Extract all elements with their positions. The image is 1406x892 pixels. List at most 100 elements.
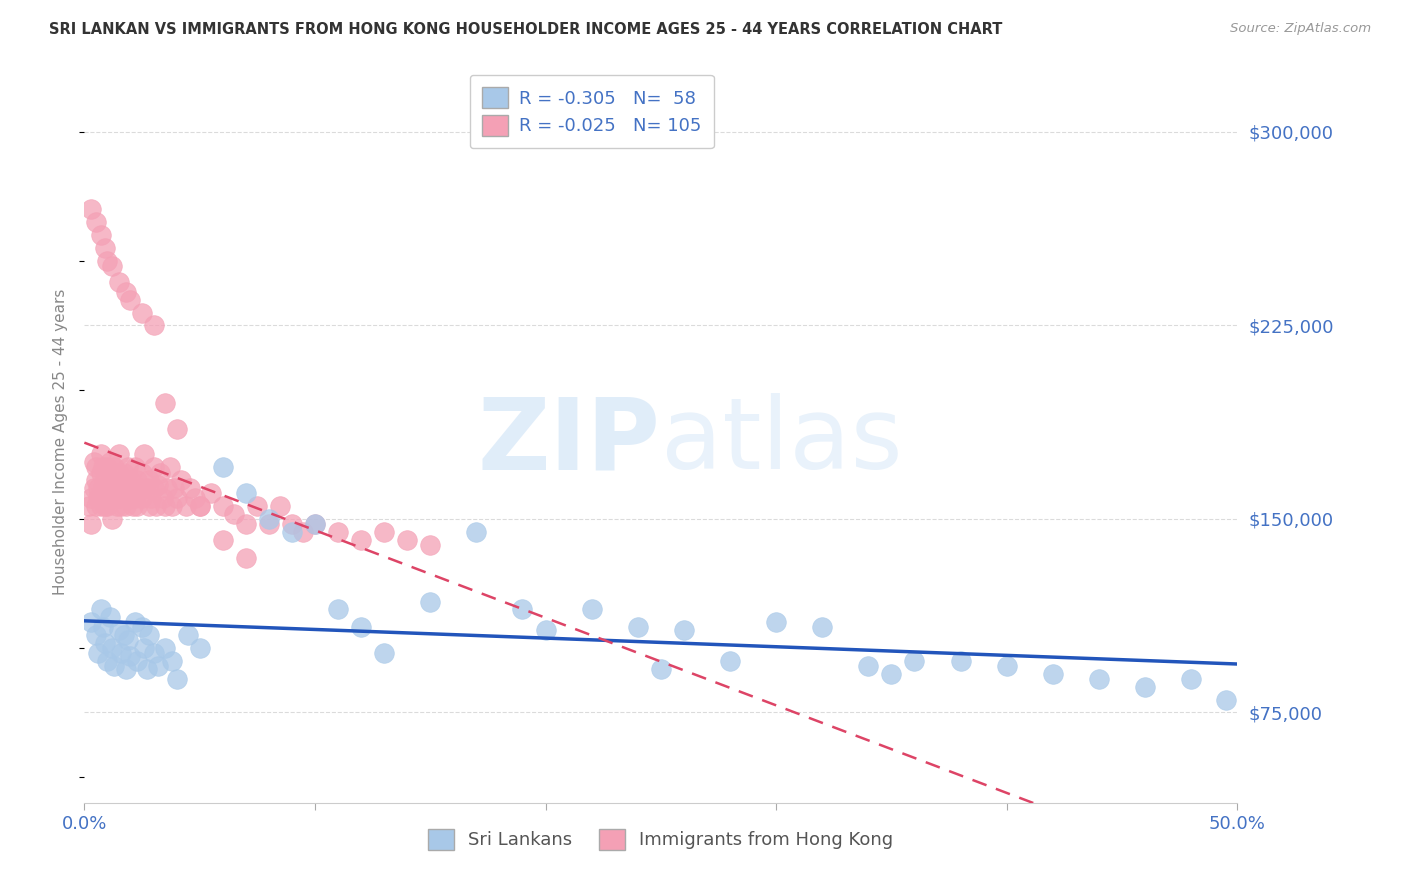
Point	[120, 648, 142, 663]
Point	[105, 478, 128, 492]
Point	[101, 259, 124, 273]
Point	[89, 602, 111, 616]
Point	[110, 646, 132, 660]
Point	[80, 202, 103, 217]
Point	[83, 455, 105, 469]
Point	[77, 499, 100, 513]
Point	[84, 499, 107, 513]
Point	[120, 293, 142, 307]
Point	[166, 491, 188, 506]
Point	[350, 620, 373, 634]
Point	[765, 615, 787, 630]
Point	[94, 499, 117, 513]
Point	[112, 628, 135, 642]
Point	[96, 253, 118, 268]
Point	[89, 499, 111, 513]
Point	[1088, 672, 1111, 686]
Point	[184, 491, 207, 506]
Point	[80, 517, 103, 532]
Point	[142, 481, 165, 495]
Point	[83, 481, 105, 495]
Point	[124, 615, 146, 630]
Point	[103, 659, 125, 673]
Point	[166, 672, 188, 686]
Point	[105, 499, 128, 513]
Point	[131, 620, 153, 634]
Point	[153, 499, 176, 513]
Point	[115, 662, 138, 676]
Point	[115, 473, 138, 487]
Point	[177, 628, 200, 642]
Text: SRI LANKAN VS IMMIGRANTS FROM HONG KONG HOUSEHOLDER INCOME AGES 25 - 44 YEARS CO: SRI LANKAN VS IMMIGRANTS FROM HONG KONG …	[49, 22, 1002, 37]
Point	[672, 623, 695, 637]
Legend: Sri Lankans, Immigrants from Hong Kong: Sri Lankans, Immigrants from Hong Kong	[419, 820, 903, 859]
Point	[128, 481, 150, 495]
Point	[91, 491, 114, 506]
Point	[84, 628, 107, 642]
Point	[112, 486, 135, 500]
Point	[153, 640, 176, 655]
Point	[170, 473, 193, 487]
Point	[89, 228, 111, 243]
Point	[163, 481, 186, 495]
Point	[512, 602, 534, 616]
Text: atlas: atlas	[661, 393, 903, 490]
Point	[87, 491, 110, 506]
Point	[419, 538, 441, 552]
Point	[121, 481, 143, 495]
Point	[179, 481, 201, 495]
Point	[120, 473, 142, 487]
Point	[811, 620, 834, 634]
Point	[373, 646, 395, 660]
Point	[188, 499, 211, 513]
Point	[115, 499, 138, 513]
Point	[117, 460, 139, 475]
Point	[110, 499, 132, 513]
Point	[257, 517, 280, 532]
Point	[89, 466, 111, 480]
Point	[903, 654, 925, 668]
Point	[117, 481, 139, 495]
Text: Source: ZipAtlas.com: Source: ZipAtlas.com	[1230, 22, 1371, 36]
Point	[124, 491, 146, 506]
Point	[650, 662, 672, 676]
Point	[121, 499, 143, 513]
Point	[87, 481, 110, 495]
Point	[153, 396, 176, 410]
Point	[96, 654, 118, 668]
Point	[115, 285, 138, 299]
Point	[200, 486, 222, 500]
Point	[131, 305, 153, 319]
Point	[98, 610, 121, 624]
Point	[94, 636, 117, 650]
Point	[134, 640, 156, 655]
Point	[419, 594, 441, 608]
Point	[166, 422, 188, 436]
Point	[718, 654, 741, 668]
Point	[131, 466, 153, 480]
Point	[96, 486, 118, 500]
Point	[127, 499, 149, 513]
Point	[1042, 666, 1064, 681]
Point	[84, 460, 107, 475]
Point	[949, 654, 972, 668]
Point	[156, 481, 179, 495]
Point	[146, 478, 169, 492]
Point	[94, 473, 117, 487]
Point	[112, 466, 135, 480]
Point	[1215, 692, 1237, 706]
Point	[98, 455, 121, 469]
Point	[995, 659, 1018, 673]
Point	[91, 620, 114, 634]
Point	[188, 499, 211, 513]
Point	[304, 517, 326, 532]
Point	[326, 602, 349, 616]
Text: ZIP: ZIP	[478, 393, 661, 490]
Point	[96, 499, 118, 513]
Point	[858, 659, 880, 673]
Point	[108, 491, 131, 506]
Point	[91, 481, 114, 495]
Point	[127, 654, 149, 668]
Point	[134, 447, 156, 461]
Point	[292, 524, 315, 539]
